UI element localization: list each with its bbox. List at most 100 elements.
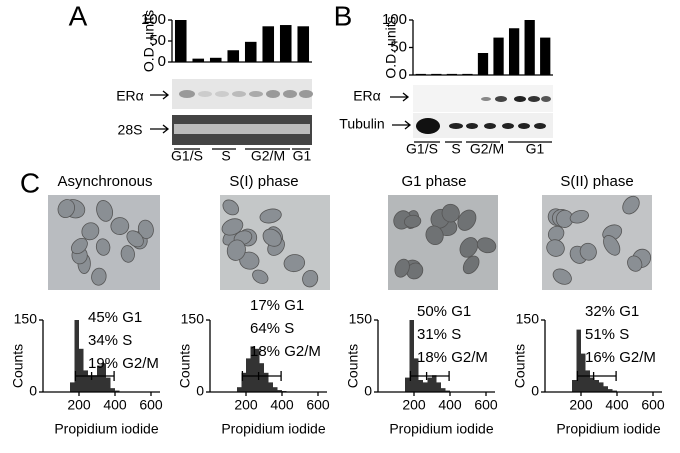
chart-title: S(I) phase: [229, 173, 298, 190]
cell: [222, 199, 240, 216]
histogram-bar: [427, 377, 432, 392]
annotation: 50% G1: [417, 303, 471, 320]
y-tick-label: 150: [181, 311, 205, 327]
cell: [126, 230, 144, 248]
cell: [403, 214, 422, 228]
y-tick-label: 150: [349, 311, 373, 327]
cell: [81, 222, 100, 241]
cell: [547, 225, 565, 242]
cell: [91, 267, 107, 286]
x-tick-label: 200: [67, 397, 91, 413]
histogram-bar: [572, 380, 577, 392]
panel-label: A: [69, 0, 88, 31]
cell: [302, 269, 319, 288]
cell: [462, 255, 480, 275]
histogram-bar: [585, 370, 590, 392]
histogram-bar: [418, 380, 423, 392]
y-axis-label: Counts: [10, 344, 26, 388]
y-tick-label: 0: [531, 383, 539, 399]
cell: [441, 203, 460, 223]
lane-label: S: [221, 148, 230, 164]
annotation: 51% S: [585, 326, 629, 343]
y-axis-label: O.D. units: [383, 16, 399, 78]
histogram-bar: [106, 377, 111, 392]
histogram-bar: [277, 390, 282, 392]
arrow: [390, 92, 412, 130]
lane-label: G1/S: [406, 141, 438, 157]
histogram-bar: [70, 382, 75, 392]
lane-label: G2/M: [470, 141, 504, 157]
y-tick-label: 0: [399, 66, 407, 83]
y-tick-label: 100: [141, 11, 166, 28]
cell: [603, 235, 621, 256]
y-axis-label: Counts: [177, 344, 193, 388]
cell: [262, 228, 282, 247]
annotation: 31% S: [417, 326, 461, 343]
bar: [262, 26, 275, 62]
bar: [227, 50, 240, 62]
lane-label: G2/M: [251, 148, 285, 164]
cell: [579, 242, 597, 261]
x-tick-label: 200: [234, 397, 258, 413]
bar: [446, 73, 458, 76]
annotation: 16% G2/M: [585, 349, 656, 366]
histogram-bar: [250, 346, 255, 392]
y-axis-label: Counts: [345, 344, 361, 388]
x-tick-label: 200: [402, 397, 426, 413]
histogram-bar: [110, 388, 115, 392]
y-tick-label: 50: [390, 38, 407, 55]
histogram-bar: [241, 372, 246, 392]
cell: [425, 225, 444, 246]
bands: [179, 90, 313, 98]
cell: [57, 199, 75, 218]
histogram-bar: [74, 320, 79, 392]
cell: [627, 255, 643, 272]
x-axis-label: Propidium iodide: [54, 421, 158, 437]
blot-b: ERα Tubulin G1/S S G2/M G1: [339, 85, 553, 157]
lane-label: G1: [526, 141, 545, 157]
annotation: 19% G2/M: [88, 355, 159, 372]
bar: [524, 20, 535, 75]
y-tick-label: 100: [382, 11, 407, 28]
bar: [192, 58, 205, 62]
panel-label: C: [20, 167, 40, 198]
histogram-bar: [436, 382, 441, 392]
y-axis-label: O.D. units: [141, 10, 157, 72]
lane-label: S: [451, 141, 460, 157]
histogram-bar: [115, 390, 120, 392]
histogram-bar: [432, 375, 437, 392]
cell: [110, 217, 130, 235]
histogram-bar: [92, 375, 97, 392]
cell: [70, 237, 88, 255]
arrow: [150, 90, 170, 134]
x-tick-label: 600: [306, 397, 330, 413]
x-tick-label: 400: [605, 397, 629, 413]
annotation: 32% G1: [585, 303, 639, 320]
bar: [174, 20, 187, 62]
bar: [493, 37, 504, 75]
x-tick-label: 400: [103, 397, 127, 413]
blot-row-label: ERα: [116, 88, 144, 104]
cell: [221, 218, 244, 236]
cell: [95, 238, 111, 256]
x-tick-label: 200: [569, 397, 593, 413]
bar: [508, 28, 520, 75]
gate-marker: [74, 371, 115, 381]
lane-label: G1: [293, 148, 312, 164]
histogram-bar: [405, 377, 410, 392]
blot-row-label: 28S: [118, 122, 143, 138]
cell: [283, 254, 306, 273]
histogram-bar: [576, 329, 581, 392]
gate-marker: [409, 371, 450, 381]
annotation: 17% G1: [250, 297, 304, 314]
histogram-bar: [268, 382, 273, 392]
cell: [96, 200, 114, 222]
cell: [137, 219, 154, 240]
cells: [57, 195, 652, 288]
histogram-bar: [79, 348, 84, 392]
gate-marker: [241, 371, 282, 381]
bar: [279, 25, 292, 62]
y-axis-label: Counts: [512, 344, 528, 388]
histogram-bar: [590, 377, 595, 392]
lane-label: G1/S: [171, 148, 203, 164]
